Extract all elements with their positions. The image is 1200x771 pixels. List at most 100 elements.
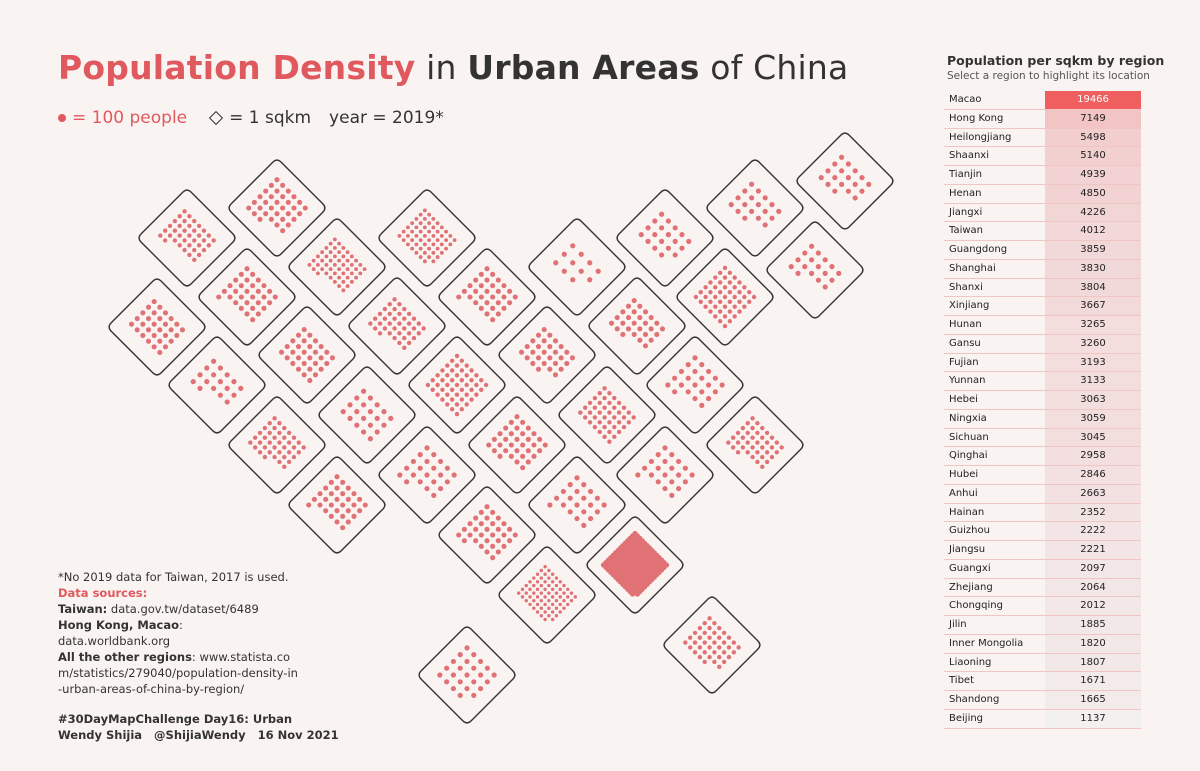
region-tile-guizhou[interactable] — [378, 426, 476, 524]
table-row[interactable]: Guizhou 2222 — [944, 522, 1141, 541]
people-dot — [764, 440, 770, 445]
people-dot — [158, 233, 163, 238]
table-row[interactable]: Hebei 3063 — [944, 391, 1141, 410]
table-row[interactable]: Tianjin 4939 — [944, 166, 1141, 185]
people-dot — [678, 368, 685, 375]
region-tile-chongqing[interactable] — [318, 366, 416, 464]
table-row[interactable]: Shandong 1665 — [944, 691, 1141, 710]
region-tile-sichuan[interactable] — [258, 306, 356, 404]
table-row[interactable]: Shaanxi 5140 — [944, 147, 1141, 166]
region-tile-jiangsu[interactable] — [646, 336, 744, 434]
people-dot — [675, 485, 682, 492]
region-tile-hunan[interactable] — [468, 396, 566, 494]
region-tile-hebei[interactable] — [438, 248, 536, 346]
region-tile-fujian[interactable] — [438, 486, 536, 584]
people-dot — [157, 315, 163, 322]
region-tile-guangdong[interactable] — [228, 396, 326, 494]
people-dot — [238, 283, 244, 289]
source-other-link[interactable]: : www.statista.com/statistics/279040/pop… — [58, 650, 298, 696]
table-row[interactable]: Heilongjiang 5498 — [944, 128, 1141, 148]
people-dot — [490, 509, 496, 515]
table-row[interactable]: Liaoning 1807 — [944, 653, 1141, 673]
people-dot — [324, 271, 329, 276]
people-dot — [712, 630, 717, 636]
people-dot — [652, 218, 658, 224]
region-value: 1137 — [1045, 709, 1141, 728]
table-row[interactable]: Beijing 1137 — [944, 709, 1141, 729]
region-tile-jiangxi[interactable] — [558, 366, 656, 464]
region-tile-tianjin[interactable] — [676, 248, 774, 346]
region-tile-inner-mongolia[interactable] — [796, 132, 894, 230]
region-tile-zhejiang[interactable] — [616, 426, 714, 524]
region-tile-hainan[interactable] — [418, 626, 516, 724]
region-tile-henan[interactable] — [408, 336, 506, 434]
region-tile-hubei[interactable] — [498, 306, 596, 404]
table-row[interactable]: Macao 19466 — [944, 91, 1141, 110]
table-row[interactable]: Yunnan 3133 — [944, 372, 1141, 391]
source-hk-link[interactable]: : data.worldbank.org — [58, 618, 183, 648]
region-tile-liaoning[interactable] — [706, 159, 804, 257]
region-tile-shanxi[interactable] — [348, 277, 446, 375]
table-row[interactable]: Fujian 3193 — [944, 353, 1141, 373]
people-dot — [732, 285, 737, 290]
table-row[interactable]: Inner Mongolia 1820 — [944, 634, 1141, 654]
region-tile-taiwan[interactable] — [663, 596, 761, 694]
people-dot — [196, 233, 202, 238]
region-tile-shaanxi[interactable] — [288, 218, 386, 316]
table-row[interactable]: Hainan 2352 — [944, 503, 1141, 523]
region-tile-guangxi[interactable] — [528, 456, 626, 554]
people-dot — [435, 246, 440, 251]
region-value: 4226 — [1045, 203, 1141, 222]
region-tile-shandong[interactable] — [766, 221, 864, 319]
people-dot — [726, 635, 732, 640]
region-tile-heilongjiang[interactable] — [378, 189, 476, 287]
region-tile-macao[interactable] — [586, 516, 684, 614]
table-row[interactable]: Shanxi 3804 — [944, 278, 1141, 298]
source-taiwan-link[interactable]: data.gov.tw/dataset/6489 — [107, 602, 259, 616]
table-row[interactable]: Sichuan 3045 — [944, 428, 1141, 448]
region-tile-hong-kong[interactable] — [498, 546, 596, 644]
table-row[interactable]: Guangxi 2097 — [944, 559, 1141, 579]
people-dot — [367, 395, 373, 401]
people-dot — [286, 430, 292, 436]
people-dot — [257, 194, 263, 200]
people-dot — [427, 229, 432, 234]
table-row[interactable]: Hunan 3265 — [944, 316, 1141, 335]
region-tile-xinjiang[interactable] — [138, 189, 236, 287]
people-dot — [405, 225, 410, 230]
table-row[interactable]: Taiwan 4012 — [944, 222, 1141, 241]
table-row[interactable]: Chongqing 2012 — [944, 597, 1141, 616]
table-row[interactable]: Shanghai 3830 — [944, 259, 1141, 279]
people-dot — [162, 310, 169, 316]
people-dot — [450, 658, 457, 665]
table-row[interactable]: Anhui 2663 — [944, 484, 1141, 504]
table-row[interactable]: Hubei 2846 — [944, 466, 1141, 485]
table-row[interactable]: Tibet 1671 — [944, 672, 1141, 691]
region-value: 3193 — [1045, 353, 1141, 372]
table-row[interactable]: Qinghai 2958 — [944, 447, 1141, 466]
people-dot — [354, 422, 360, 428]
region-tile-shanghai[interactable] — [706, 396, 804, 494]
people-dot — [201, 238, 207, 243]
region-tile-gansu[interactable] — [228, 159, 326, 257]
region-tile-beijing[interactable] — [528, 218, 626, 316]
table-row[interactable]: Jilin 1885 — [944, 616, 1141, 635]
table-row[interactable]: Zhejiang 2064 — [944, 578, 1141, 598]
region-tile-qinghai[interactable] — [108, 278, 206, 376]
table-row[interactable]: Jiangsu 2221 — [944, 541, 1141, 560]
table-row[interactable]: Henan 4850 — [944, 184, 1141, 204]
table-row[interactable]: Guangdong 3859 — [944, 241, 1141, 260]
region-tile-yunnan[interactable] — [288, 456, 386, 554]
region-tile-ningxia[interactable] — [198, 248, 296, 346]
region-tile-anhui[interactable] — [588, 277, 686, 375]
table-row[interactable]: Hong Kong 7149 — [944, 109, 1141, 129]
people-dot — [467, 521, 473, 527]
people-dot — [140, 321, 146, 327]
table-row[interactable]: Ningxia 3059 — [944, 409, 1141, 429]
region-tile-tibet[interactable] — [168, 336, 266, 434]
people-dot — [332, 245, 337, 250]
table-row[interactable]: Gansu 3260 — [944, 334, 1141, 354]
region-tile-jilin[interactable] — [616, 189, 714, 287]
table-row[interactable]: Xinjiang 3667 — [944, 297, 1141, 316]
table-row[interactable]: Jiangxi 4226 — [944, 203, 1141, 223]
